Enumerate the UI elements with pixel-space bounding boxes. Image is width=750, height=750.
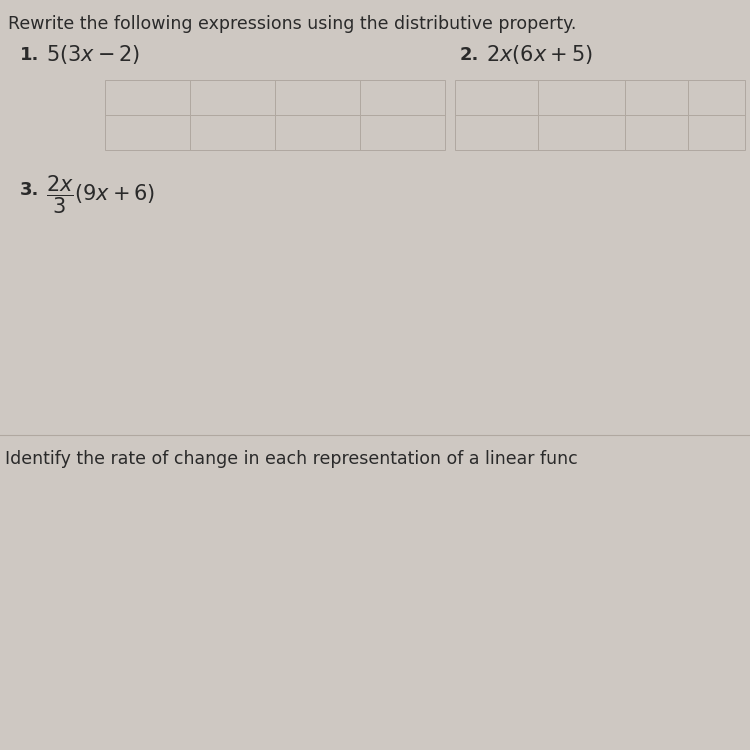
- Bar: [275, 115, 360, 150]
- Text: Identify the rate of change in each representation of a linear func: Identify the rate of change in each repr…: [5, 450, 578, 468]
- Text: 3.: 3.: [20, 181, 39, 199]
- Bar: [190, 115, 275, 150]
- Bar: [360, 80, 445, 115]
- Text: $\dfrac{2x}{3}(9x + 6)$: $\dfrac{2x}{3}(9x + 6)$: [46, 174, 155, 216]
- Bar: [688, 80, 745, 115]
- Bar: [688, 115, 745, 150]
- Text: $2x(6x + 5)$: $2x(6x + 5)$: [486, 44, 592, 67]
- Bar: [275, 80, 360, 115]
- Bar: [625, 115, 688, 150]
- Text: $5(3x - 2)$: $5(3x - 2)$: [46, 44, 140, 67]
- Bar: [455, 80, 538, 115]
- Bar: [538, 80, 625, 115]
- Text: 2.: 2.: [460, 46, 479, 64]
- Text: 1.: 1.: [20, 46, 39, 64]
- Bar: [455, 115, 538, 150]
- Bar: [105, 115, 190, 150]
- Bar: [360, 115, 445, 150]
- Bar: [625, 80, 688, 115]
- Bar: [538, 115, 625, 150]
- Bar: [190, 80, 275, 115]
- Text: Rewrite the following expressions using the distributive property.: Rewrite the following expressions using …: [8, 15, 576, 33]
- Bar: [105, 80, 190, 115]
